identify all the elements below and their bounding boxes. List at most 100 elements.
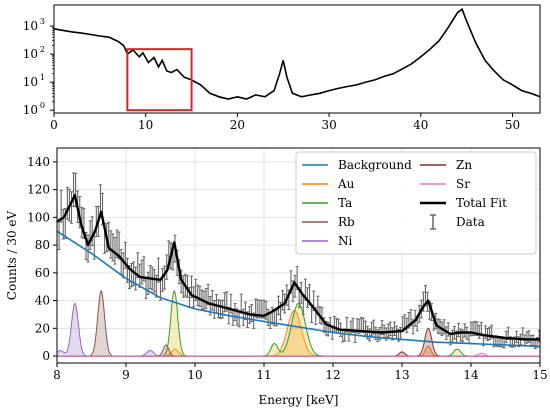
data-point <box>132 261 136 286</box>
zoom-marks <box>56 172 541 357</box>
data-point <box>156 257 160 283</box>
legend-entry-background: Background <box>302 158 412 172</box>
data-point <box>281 290 285 311</box>
data-point <box>111 233 115 262</box>
data-point <box>243 301 247 321</box>
overview-y-tick-exponent: 0 <box>40 101 45 110</box>
legend-label: Ni <box>338 234 353 248</box>
data-point <box>334 317 338 334</box>
zoom-axes-frame <box>56 147 541 364</box>
data-point <box>239 293 243 314</box>
data-point <box>388 321 392 337</box>
zoom-x-tick-label: 14 <box>463 368 479 382</box>
component-sr <box>56 352 541 357</box>
data-point <box>219 300 223 319</box>
data-point <box>457 322 461 338</box>
overview-x-tick-label: 0 <box>50 118 58 132</box>
zoom-x-tick-label: 10 <box>187 368 202 382</box>
data-point <box>264 301 268 320</box>
overview-y-tick-label: 10 <box>23 19 38 33</box>
data-point <box>204 288 208 309</box>
data-point <box>525 331 529 344</box>
data-point <box>196 284 200 306</box>
zoom-ticks: 8 9 10 11 12 13 14 15 0 20 40 60 80 100 120 140 <box>27 155 548 382</box>
zoom-x-tick-label: 11 <box>256 368 271 382</box>
zoom-y-tick-label: 0 <box>42 349 50 363</box>
zoom-y-tick-label: 40 <box>35 294 50 308</box>
x-axis-label: Energy [keV] <box>258 393 338 407</box>
legend-box <box>295 151 537 255</box>
data-point <box>233 302 237 322</box>
data-point <box>185 275 189 298</box>
overview-y-tick-exponent: 3 <box>40 17 45 26</box>
data-point <box>113 237 117 265</box>
data-point <box>161 268 165 292</box>
data-point <box>165 254 169 280</box>
data-point <box>413 309 417 327</box>
data-point <box>163 265 167 290</box>
data-point <box>285 284 289 306</box>
data-point <box>293 275 297 298</box>
data-point <box>444 326 448 340</box>
zoom-x-tick-label: 13 <box>394 368 409 382</box>
data-point <box>386 323 390 338</box>
data-point <box>152 268 156 293</box>
zoom-x-tick-label: 12 <box>325 368 340 382</box>
overview-spectrum-line <box>53 7 541 100</box>
data-point <box>130 263 134 288</box>
legend-label: Total Fit <box>456 196 507 210</box>
data-point <box>370 321 374 337</box>
legend-entry-zn: Zn <box>420 158 472 172</box>
data-point <box>69 191 73 224</box>
data-point <box>486 327 490 341</box>
overview-y-tick-label: 10 <box>23 47 38 61</box>
zoom-x-tick-label: 8 <box>53 368 61 382</box>
zoom-y-tick-label: 120 <box>27 183 50 197</box>
data-point <box>450 329 454 343</box>
legend-entry-ni: Ni <box>302 234 353 248</box>
data-point <box>198 285 202 307</box>
data-point <box>305 287 309 309</box>
legend-label: Zn <box>456 158 472 172</box>
data-point <box>210 290 214 311</box>
data-point <box>214 293 218 314</box>
data-point <box>88 220 92 250</box>
overview-axes-frame <box>53 4 541 114</box>
data-point <box>148 264 152 290</box>
y-axis-label: Counts / 30 eV <box>5 210 19 300</box>
data-point <box>337 318 341 334</box>
overview-x-tick-label: 50 <box>505 118 520 132</box>
data-point <box>90 216 94 247</box>
overview-y-tick-exponent: 2 <box>40 45 45 54</box>
data-point <box>134 266 138 291</box>
zoom-y-tick-label: 20 <box>35 321 50 335</box>
data-point <box>320 307 324 325</box>
legend-label: Background <box>338 158 412 172</box>
zoom-y-tick-label: 100 <box>27 210 50 224</box>
data-point <box>109 230 113 259</box>
data-point <box>212 300 216 319</box>
legend-label: Data <box>456 215 485 229</box>
data-point <box>467 331 471 344</box>
overview-x-tick-label: 40 <box>413 118 428 132</box>
data-point <box>268 312 272 330</box>
data-point <box>65 186 69 220</box>
legend-label: Au <box>337 177 355 191</box>
legend-label: Rb <box>338 215 355 229</box>
data-point <box>140 259 144 285</box>
data-point <box>488 326 492 340</box>
background-line <box>56 230 541 348</box>
overview-y-tick-label: 10 <box>23 103 38 117</box>
data-point <box>115 229 119 259</box>
zoom-y-tick-label: 80 <box>35 238 50 252</box>
data-point <box>463 323 467 338</box>
legend-entry-total-fit: Total Fit <box>420 196 507 210</box>
data-point <box>502 338 506 349</box>
total-fit-line <box>56 194 540 341</box>
data-point <box>181 275 185 298</box>
zoom-y-tick-label: 60 <box>35 266 50 280</box>
data-point <box>477 325 481 339</box>
data-point <box>86 234 90 263</box>
